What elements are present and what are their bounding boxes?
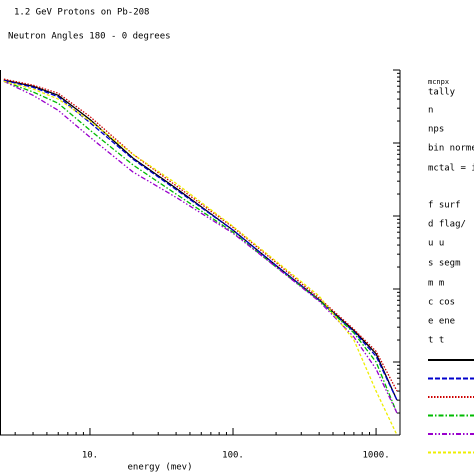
info-text: e ene bbox=[428, 317, 455, 327]
info-text: c cos bbox=[428, 298, 455, 308]
info-text: n bbox=[428, 106, 433, 116]
x-axis-label: energy (mev) bbox=[127, 463, 192, 473]
info-text: tally bbox=[428, 88, 456, 98]
info-text: s segm bbox=[428, 259, 461, 269]
series-line bbox=[3, 78, 398, 392]
info-text: mctal = i bbox=[428, 164, 474, 174]
series-line bbox=[3, 79, 398, 401]
info-text: m m bbox=[428, 279, 444, 289]
x-tick-label: 100. bbox=[222, 451, 244, 461]
info-text: t t bbox=[428, 336, 444, 346]
info-text: nps bbox=[428, 125, 444, 135]
series-line bbox=[3, 80, 398, 414]
info-text: mcnpx bbox=[428, 78, 449, 86]
series-line bbox=[3, 79, 398, 401]
info-text: bin norme bbox=[428, 144, 474, 154]
info-text: f surf bbox=[428, 201, 461, 211]
info-text: d flag/ bbox=[428, 220, 466, 230]
series-line bbox=[3, 80, 398, 436]
chart-title: 1.2 GeV Protons on Pb-208 bbox=[14, 8, 149, 18]
chart-subtitle: Neutron Angles 180 - 0 degrees bbox=[8, 32, 171, 42]
x-tick-label: 1000. bbox=[363, 451, 390, 461]
x-tick-label: 10. bbox=[82, 451, 98, 461]
info-text: u u bbox=[428, 239, 444, 249]
series-line bbox=[3, 80, 398, 414]
